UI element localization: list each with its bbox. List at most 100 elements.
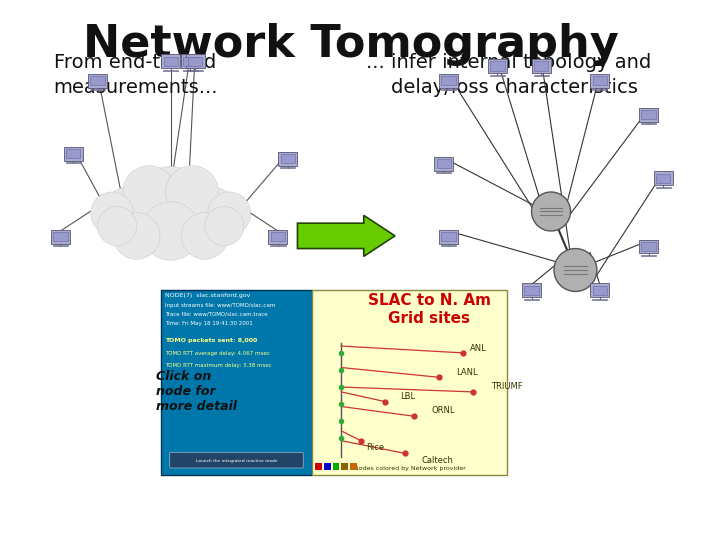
Bar: [90, 89, 105, 90]
Text: ORNL: ORNL: [431, 406, 454, 415]
Circle shape: [134, 167, 208, 241]
Bar: [436, 159, 451, 168]
Bar: [183, 57, 197, 66]
Text: LBL: LBL: [400, 392, 415, 401]
Bar: [642, 242, 656, 251]
Text: NODE(7)  slac.stanford.gov: NODE(7) slac.stanford.gov: [165, 293, 250, 299]
Bar: [271, 232, 285, 241]
Bar: [280, 167, 295, 168]
Bar: [324, 463, 330, 470]
Bar: [163, 57, 178, 66]
Bar: [639, 240, 658, 253]
Bar: [441, 232, 456, 241]
Bar: [641, 255, 656, 256]
Bar: [439, 230, 458, 244]
Bar: [656, 187, 671, 188]
Text: Trace file: www/TOMO/slac.cam.trace: Trace file: www/TOMO/slac.cam.trace: [165, 312, 267, 317]
Bar: [341, 463, 348, 470]
Bar: [592, 299, 608, 300]
Bar: [639, 108, 658, 122]
Text: ANL: ANL: [470, 343, 487, 353]
Bar: [532, 59, 551, 73]
Circle shape: [208, 192, 251, 235]
Bar: [590, 284, 609, 298]
Bar: [161, 289, 312, 475]
Text: Nodes colored by Network provider: Nodes colored by Network provider: [354, 466, 466, 471]
Text: Network Tomography: Network Tomography: [84, 23, 619, 66]
Bar: [534, 62, 549, 71]
Bar: [66, 163, 81, 164]
Text: TRIUMF: TRIUMF: [490, 382, 522, 390]
Bar: [490, 75, 505, 76]
Bar: [281, 154, 294, 163]
Bar: [333, 463, 339, 470]
Bar: [312, 289, 507, 475]
Text: Click on
node for
more detail: Click on node for more detail: [156, 370, 237, 413]
Circle shape: [531, 192, 570, 231]
Bar: [278, 152, 297, 166]
Bar: [53, 232, 68, 241]
Text: Rice: Rice: [366, 443, 384, 452]
Bar: [91, 76, 104, 85]
Bar: [350, 463, 357, 470]
Circle shape: [101, 187, 159, 246]
Bar: [593, 286, 607, 295]
FancyBboxPatch shape: [170, 453, 303, 468]
Bar: [524, 286, 539, 295]
Bar: [654, 171, 672, 185]
Bar: [441, 89, 456, 90]
Bar: [269, 230, 287, 244]
Text: Time: Fri May 18 19:41:30 2001: Time: Fri May 18 19:41:30 2001: [165, 321, 253, 326]
Bar: [88, 74, 107, 87]
Text: Caltech: Caltech: [421, 456, 453, 465]
Bar: [161, 54, 180, 68]
Bar: [524, 299, 539, 300]
Bar: [315, 463, 322, 470]
Circle shape: [204, 207, 244, 246]
Text: From end-to-end
measurements...: From end-to-end measurements...: [54, 53, 218, 98]
Circle shape: [123, 166, 176, 218]
Bar: [441, 76, 456, 85]
Text: LANL: LANL: [456, 368, 478, 377]
Bar: [187, 70, 202, 71]
Bar: [53, 245, 68, 246]
Text: ... infer internal topology and
    delay/loss characteristics: ... infer internal topology and delay/lo…: [366, 53, 651, 98]
Text: TOMO RTT maximum delay: 3.38 msec: TOMO RTT maximum delay: 3.38 msec: [165, 363, 271, 368]
Bar: [592, 89, 608, 90]
Bar: [656, 174, 670, 183]
Text: TOMO RTT average delay: 4.067 msec: TOMO RTT average delay: 4.067 msec: [165, 351, 269, 356]
Bar: [183, 70, 198, 71]
Bar: [63, 147, 83, 161]
FancyArrow shape: [297, 215, 395, 256]
Bar: [51, 230, 70, 244]
Circle shape: [113, 212, 160, 259]
Bar: [534, 75, 549, 76]
Circle shape: [182, 187, 241, 246]
Bar: [439, 74, 458, 87]
Bar: [270, 245, 286, 246]
Bar: [642, 110, 656, 119]
Text: Input streams file: www/TOMO/slac.cam: Input streams file: www/TOMO/slac.cam: [165, 303, 275, 308]
Circle shape: [554, 248, 597, 292]
Circle shape: [166, 166, 218, 218]
Bar: [593, 76, 607, 85]
Circle shape: [181, 212, 228, 259]
Bar: [441, 245, 456, 246]
Bar: [186, 54, 204, 68]
Text: TOMO packets sent: 8,000: TOMO packets sent: 8,000: [165, 338, 257, 343]
Bar: [641, 123, 656, 124]
Bar: [181, 54, 199, 68]
Circle shape: [141, 202, 200, 260]
Circle shape: [97, 207, 137, 246]
Text: SLAC to N. Am
Grid sites: SLAC to N. Am Grid sites: [368, 293, 490, 326]
Circle shape: [91, 192, 134, 235]
Bar: [66, 149, 80, 158]
Bar: [488, 59, 507, 73]
Bar: [436, 172, 451, 173]
Bar: [163, 70, 179, 71]
Bar: [490, 62, 505, 71]
Bar: [590, 74, 609, 87]
Text: Launch the integrated reactive mode: Launch the integrated reactive mode: [196, 459, 277, 463]
Bar: [434, 157, 454, 171]
Bar: [522, 284, 541, 298]
